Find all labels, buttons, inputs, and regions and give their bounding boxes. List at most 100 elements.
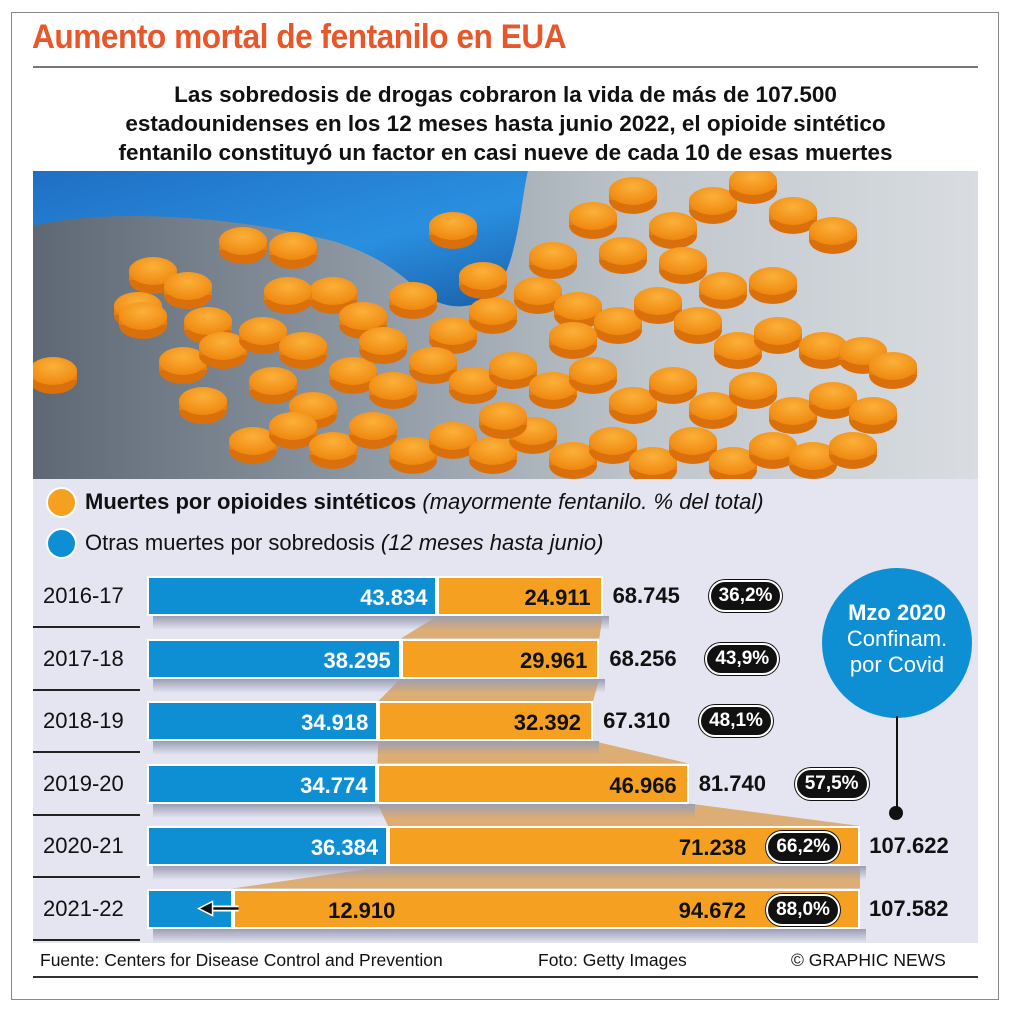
- pill: [459, 262, 507, 299]
- pill: [119, 302, 167, 339]
- percent-badge: 48,1%: [699, 705, 773, 737]
- pill: [589, 427, 637, 464]
- bar-shadow: [153, 866, 867, 880]
- page-title: Aumento mortal de fentanilo en EUA: [32, 18, 567, 56]
- bar-synthetic-opioids: 71.238 66,2%: [388, 826, 861, 866]
- pill: [669, 427, 717, 464]
- bar-other-overdoses: 43.834: [147, 576, 438, 616]
- callout-leader-dot: [889, 806, 903, 820]
- percent-badge: 43,9%: [705, 642, 780, 675]
- pill: [649, 367, 697, 404]
- glove-icon: [33, 171, 528, 307]
- pill: [634, 287, 682, 324]
- bar-other-overdoses: 36.384: [147, 826, 389, 866]
- pill: [264, 277, 312, 314]
- percent-badge: 66,2%: [766, 831, 841, 863]
- pill: [449, 367, 497, 404]
- pill: [799, 332, 847, 369]
- bar-synthetic-opioids: 32.392: [378, 701, 594, 741]
- pill: [389, 282, 437, 319]
- bar-synthetic-opioids: 29.961: [400, 638, 600, 679]
- percent-badge: 57,5%: [794, 767, 869, 800]
- pill: [729, 372, 777, 409]
- bar-synthetic-opioids: 46.966: [377, 763, 689, 804]
- callout-leader-line: [896, 716, 898, 812]
- pills-photo-illustration: [33, 171, 978, 479]
- pill: [699, 272, 747, 309]
- pill: [809, 217, 857, 254]
- pill: [429, 317, 477, 354]
- pill: [429, 422, 477, 459]
- bar-label-other: 34.774: [300, 772, 368, 798]
- pill: [599, 237, 647, 274]
- pill: [279, 332, 327, 369]
- pill: [569, 357, 617, 394]
- pill: [469, 437, 517, 474]
- covid-lockdown-callout: Mzo 2020 Confinam. por Covid: [822, 568, 972, 718]
- pill: [159, 347, 207, 384]
- pill: [674, 307, 722, 344]
- pill: [359, 327, 407, 364]
- bar-shadow: [153, 616, 609, 630]
- bar-other-overdoses: 38.295: [147, 638, 401, 679]
- pill: [829, 432, 877, 469]
- total-label: 107.582: [868, 895, 949, 921]
- title-divider: [33, 66, 978, 68]
- pill: [714, 332, 762, 369]
- pill: [869, 352, 917, 389]
- year-label: 2019-20: [43, 770, 124, 796]
- bar-label-opioids: 29.961: [520, 647, 588, 673]
- year-divider: [33, 938, 140, 941]
- pill: [594, 307, 642, 344]
- callout-date: Mzo 2020: [848, 600, 946, 625]
- footer-divider: [33, 976, 978, 978]
- pill: [389, 437, 437, 474]
- pill: [309, 432, 357, 469]
- percent-badge: 88,0%: [766, 893, 840, 926]
- legend-other-note: (12 meses hasta junio): [380, 530, 604, 555]
- source-credit: Fuente: Centers for Disease Control and …: [40, 950, 443, 970]
- subtitle: Las sobredosis de drogas cobraron la vid…: [33, 80, 978, 167]
- year-label: 2021-22: [43, 895, 124, 921]
- bar-synthetic-opioids: 12.910 94.672 88,0%: [232, 888, 860, 929]
- year-divider: [33, 813, 140, 816]
- pill: [689, 392, 737, 429]
- subtitle-line: estadounidenses en los 12 meses hasta ju…: [125, 111, 886, 136]
- bar-label-other: 38.295: [323, 647, 391, 673]
- pill: [754, 317, 802, 354]
- bar-label-other: 12.910: [328, 897, 396, 923]
- percent-badge: 36,2%: [708, 580, 783, 612]
- bar-label-other: 36.384: [310, 835, 379, 860]
- pill: [514, 277, 562, 314]
- photo-credit: Foto: Getty Images: [538, 950, 687, 970]
- pill: [649, 212, 697, 249]
- chart-panel: Muertes por opioides sintéticos (mayorme…: [33, 479, 978, 943]
- bar-shadow: [153, 928, 866, 943]
- legend-other-label: Otras muertes por sobredosis: [85, 530, 375, 555]
- pill: [689, 187, 737, 224]
- pill: [409, 347, 457, 384]
- pill: [609, 387, 657, 424]
- pill: [179, 387, 227, 424]
- legend-opioids-label: Muertes por opioides sintéticos: [85, 489, 417, 514]
- legend-orange-dot-icon: [46, 486, 77, 518]
- pill: [659, 247, 707, 284]
- year-label: 2016-17: [43, 583, 124, 608]
- year-divider: [33, 688, 140, 691]
- pill: [609, 177, 657, 214]
- subtitle-line: Las sobredosis de drogas cobraron la vid…: [174, 82, 837, 107]
- pill: [489, 352, 537, 389]
- year-label: 2020-21: [43, 833, 124, 858]
- pill: [329, 357, 377, 394]
- pill: [469, 297, 517, 334]
- bar-shadow: [153, 741, 600, 755]
- year-label: 2018-19: [43, 708, 124, 733]
- total-label: 107.622: [869, 833, 949, 858]
- pill: [269, 232, 317, 269]
- pill: [529, 242, 577, 279]
- pill: [219, 227, 267, 264]
- bar-label-opioids: 32.392: [513, 710, 582, 735]
- pill: [164, 272, 212, 309]
- year-label: 2017-18: [43, 645, 124, 671]
- pill: [729, 171, 777, 204]
